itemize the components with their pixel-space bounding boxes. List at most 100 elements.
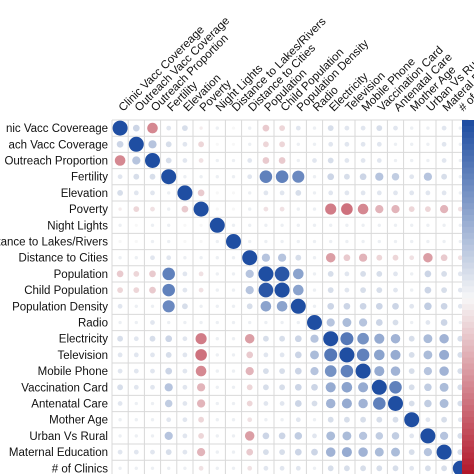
legend-gradient-segment (462, 161, 474, 169)
correlation-circle (359, 173, 367, 181)
legend-gradient-segment (462, 387, 474, 394)
correlation-circle (162, 283, 175, 297)
legend-gradient-segment (462, 422, 474, 430)
correlation-circle (215, 450, 219, 454)
correlation-circle (457, 368, 464, 374)
row-label: Elevation (61, 188, 108, 200)
correlation-circle (167, 239, 171, 244)
correlation-circle (425, 320, 431, 325)
correlation-circle (423, 334, 433, 344)
correlation-circle (294, 400, 302, 407)
correlation-circle (296, 207, 300, 211)
correlation-circle (274, 282, 290, 298)
correlation-circle (424, 286, 432, 294)
correlation-circle (215, 207, 219, 211)
correlation-circle (344, 271, 350, 277)
correlation-circle (134, 320, 138, 325)
correlation-circle (359, 302, 367, 310)
legend-gradient-segment (462, 185, 474, 192)
correlation-circle (165, 352, 172, 358)
correlation-circle (196, 447, 206, 457)
correlation-circle (231, 466, 236, 470)
correlation-circle (458, 239, 462, 244)
legend-gradient-segment (462, 203, 474, 210)
correlation-circle (118, 418, 122, 422)
correlation-circle (312, 158, 317, 163)
correlation-circle (374, 447, 384, 457)
correlation-circle (294, 432, 303, 440)
correlation-circle (424, 399, 432, 408)
correlation-circle (150, 223, 155, 227)
correlation-circle (280, 223, 284, 227)
correlation-circles (112, 120, 468, 474)
correlation-circle (311, 448, 318, 456)
correlation-circle (311, 383, 318, 391)
correlation-circle (425, 206, 431, 213)
correlation-circle (296, 158, 300, 163)
correlation-circle (410, 223, 414, 227)
correlation-circle (245, 366, 254, 376)
correlation-circle (279, 335, 285, 342)
correlation-circle (425, 190, 431, 196)
correlation-circle (458, 223, 462, 227)
correlation-circle (458, 126, 462, 130)
legend-gradient-segment (462, 220, 474, 228)
correlation-circle (262, 157, 270, 164)
correlation-circle (150, 304, 155, 308)
correlation-circle (264, 239, 268, 244)
correlation-circle (118, 223, 122, 227)
correlation-circle (409, 433, 415, 439)
correlation-circle (441, 287, 447, 293)
correlation-circle (198, 287, 204, 293)
correlation-circle (442, 239, 446, 244)
legend-gradient-segment (462, 292, 474, 299)
correlation-circle (215, 353, 219, 357)
correlation-circle (132, 124, 140, 132)
correlation-circle (423, 366, 433, 376)
correlation-circle (167, 466, 171, 470)
correlation-circle (393, 190, 398, 196)
correlation-circle (199, 304, 203, 308)
correlation-circle (344, 125, 350, 131)
legend-gradient-segment (462, 327, 474, 335)
correlation-circle (410, 272, 414, 276)
correlation-circle (263, 384, 269, 391)
correlation-circle (376, 465, 383, 472)
legend-gradient-segment (462, 470, 474, 474)
correlation-circle (341, 447, 352, 458)
correlation-circle (165, 367, 173, 375)
correlation-circle (360, 141, 366, 147)
correlation-circle (183, 239, 187, 244)
correlation-circle (295, 190, 302, 196)
correlation-circle (391, 204, 400, 214)
correlation-circle (408, 206, 415, 213)
correlation-circle (248, 191, 252, 195)
correlation-circle (312, 223, 317, 227)
correlation-circle (231, 450, 236, 454)
correlation-circle (199, 256, 203, 260)
correlation-circle (408, 352, 415, 358)
legend-gradient-segment (462, 321, 474, 329)
correlation-circle (215, 239, 219, 244)
legend-gradient-segment (462, 209, 474, 216)
correlation-circle (117, 303, 123, 309)
correlation-circle (244, 333, 255, 344)
correlation-circle (457, 417, 463, 423)
correlation-circle (133, 190, 139, 196)
correlation-circle (215, 401, 219, 406)
correlation-circle (356, 348, 370, 362)
correlation-circle (263, 141, 269, 148)
row-label: Antenatal Care (31, 399, 108, 411)
correlation-circle (391, 447, 400, 457)
correlation-circle (342, 431, 352, 441)
correlation-circle (246, 384, 253, 391)
correlation-circle (441, 190, 447, 196)
correlation-circle (409, 190, 415, 196)
correlation-circle (296, 223, 300, 227)
correlation-circle (326, 318, 335, 327)
correlation-circle (182, 303, 188, 310)
correlation-circle (215, 369, 219, 373)
correlation-circle (164, 383, 173, 392)
correlation-circle (165, 141, 172, 148)
correlation-circle (279, 368, 285, 374)
